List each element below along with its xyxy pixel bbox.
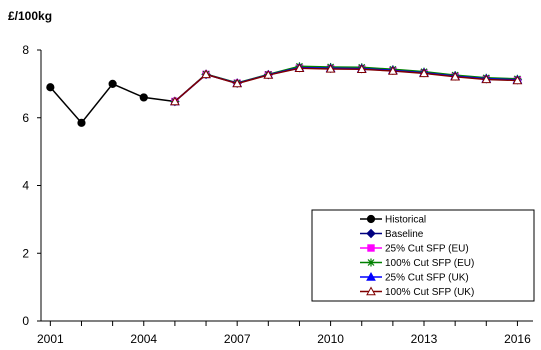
y-tick-label: 2 — [22, 246, 29, 260]
legend-item: 100% Cut SFP (UK) — [360, 286, 474, 298]
x-tick-label: 2016 — [504, 332, 531, 346]
axes: 0 2 4 6 8 2001 2004 2007 2010 2013 2016 — [22, 43, 533, 346]
data-point — [46, 83, 55, 92]
x-tick-label: 2013 — [411, 332, 438, 346]
legend-label: 25% Cut SFP (UK) — [385, 273, 469, 284]
series-historical — [46, 79, 179, 127]
legend-marker — [367, 258, 375, 267]
data-point — [201, 69, 211, 79]
series-100-cut-sfp-uk — [170, 63, 523, 106]
series-line — [49, 82, 175, 124]
data-point — [77, 118, 86, 127]
y-tick-label: 4 — [22, 179, 29, 193]
y-tick-label: 6 — [22, 111, 29, 125]
series-line — [174, 67, 518, 103]
data-point — [325, 63, 336, 73]
legend-marker — [366, 228, 376, 239]
x-tick-label: 2004 — [130, 332, 157, 346]
series-line — [174, 65, 518, 103]
legend-label: 25% Cut SFP (EU) — [385, 244, 469, 255]
legend-box — [311, 209, 535, 302]
data-point — [450, 71, 461, 81]
legend: Historical Baseline 25% Cut SFP (EU) 100% C… — [311, 209, 535, 302]
data-point — [388, 65, 398, 75]
y-tick-label: 8 — [22, 43, 29, 57]
series-baseline — [170, 62, 523, 107]
series-layer — [46, 62, 523, 127]
legend-label: Baseline — [385, 229, 424, 240]
legend-item: Historical — [360, 215, 426, 226]
data-point — [512, 75, 523, 85]
y-tick-label: 0 — [22, 314, 29, 328]
data-point — [232, 78, 243, 88]
data-point — [170, 96, 180, 106]
legend-item: 25% Cut SFP (EU) — [360, 244, 469, 255]
x-tick-label: 2010 — [317, 332, 344, 346]
x-tick-label: 2007 — [224, 332, 251, 346]
series-line — [174, 66, 518, 103]
legend-label: 100% Cut SFP (UK) — [385, 287, 474, 298]
data-point — [139, 93, 148, 102]
legend-marker — [366, 271, 376, 281]
x-tick-label: 2001 — [37, 332, 64, 346]
legend-item: 25% Cut SFP (UK) — [360, 271, 469, 284]
data-point — [108, 79, 117, 88]
legend-item: Baseline — [360, 228, 424, 240]
data-point — [294, 63, 305, 72]
legend-marker — [367, 244, 375, 252]
legend-marker — [366, 286, 376, 296]
legend-label: Historical — [385, 215, 426, 226]
series-line — [174, 67, 518, 103]
y-axis-unit-label: £/100kg — [8, 9, 52, 23]
data-point — [263, 70, 274, 79]
data-point — [419, 68, 429, 78]
legend-marker — [366, 214, 376, 224]
data-point — [356, 64, 367, 74]
series-line — [174, 66, 518, 103]
series-25-cut-sfp-eu — [171, 64, 522, 106]
data-point — [481, 74, 492, 84]
legend-label: 100% Cut SFP (EU) — [385, 258, 474, 269]
legend-item: 100% Cut SFP (EU) — [360, 258, 474, 269]
